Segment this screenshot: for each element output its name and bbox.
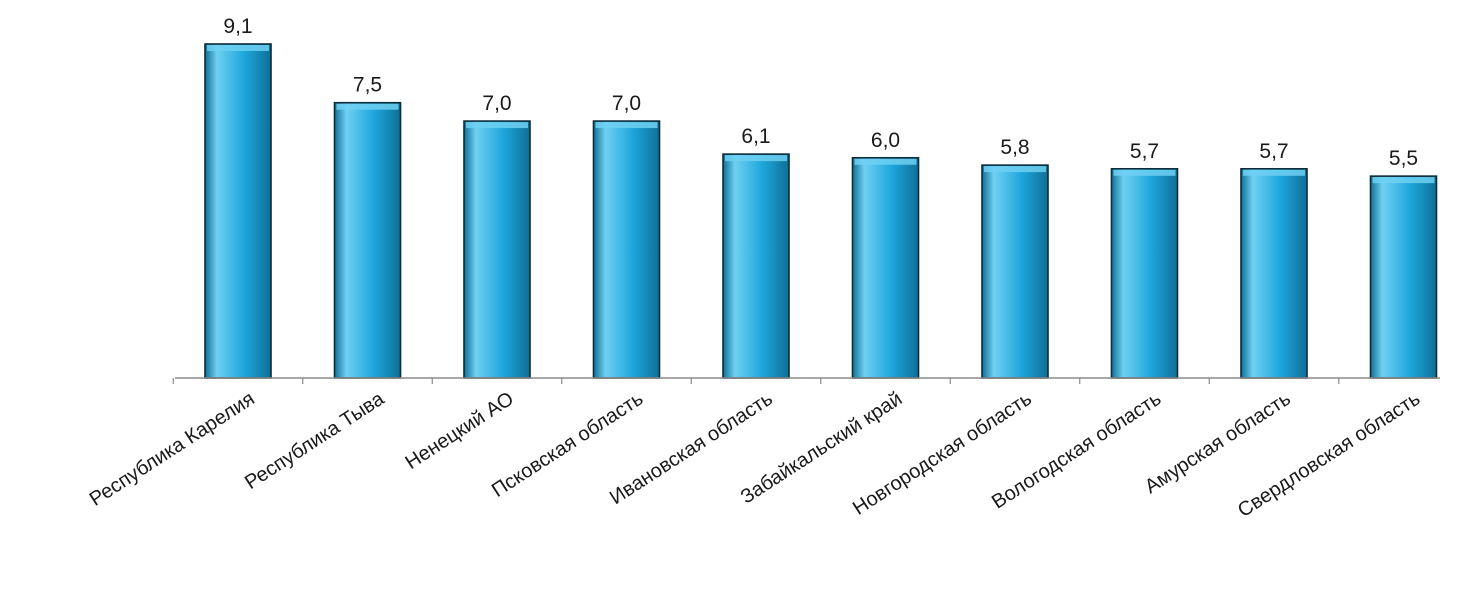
bar-top-highlight (725, 155, 787, 162)
bar-top-highlight (1372, 177, 1435, 184)
bar (722, 153, 790, 379)
bar (463, 120, 531, 379)
bar-top-highlight (466, 122, 528, 129)
bar (1369, 175, 1438, 379)
value-label: 7,0 (482, 92, 511, 115)
bar (1240, 167, 1308, 379)
value-labels-layer: 9,1 7,5 7,0 7,0 6,1 6,0 5,8 5,7 5,7 5,5 (223, 15, 1418, 170)
bar-body (1240, 167, 1308, 379)
bar-top-highlight (595, 122, 658, 129)
bar (1110, 167, 1179, 379)
bar-body (204, 43, 272, 379)
bar (333, 101, 402, 379)
value-label: 5,8 (1000, 136, 1029, 159)
bar-body (1369, 175, 1438, 379)
bar (851, 156, 920, 379)
category-label: Республика Тыва (241, 387, 389, 494)
bar-top-highlight (336, 103, 399, 110)
bar-body (981, 164, 1049, 379)
bar-top-highlight (984, 166, 1046, 173)
value-label: 6,1 (741, 125, 770, 148)
bar-top-highlight (1243, 169, 1305, 176)
value-label: 7,5 (353, 74, 382, 97)
bar (204, 43, 272, 379)
bar (592, 120, 661, 379)
bar-body (1110, 167, 1179, 379)
value-label: 5,5 (1389, 147, 1418, 170)
value-label: 6,0 (871, 129, 900, 152)
bar-body (851, 156, 920, 379)
bar-body (592, 120, 661, 379)
x-axis-ticks (172, 378, 1340, 384)
value-label: 7,0 (612, 92, 641, 115)
bar-top-highlight (854, 158, 917, 165)
bar (981, 164, 1049, 379)
bars-layer (204, 43, 1438, 379)
bar-top-highlight (1113, 169, 1176, 176)
value-label: 9,1 (223, 15, 252, 38)
bar-top-highlight (207, 45, 269, 51)
bar-body (463, 120, 531, 379)
value-label: 5,7 (1259, 140, 1288, 163)
category-label: Ненецкий АО (401, 388, 517, 474)
category-label: Республика Карелия (86, 388, 259, 511)
value-label: 5,7 (1130, 140, 1159, 163)
bar-body (333, 101, 402, 379)
bar-body (722, 153, 790, 379)
